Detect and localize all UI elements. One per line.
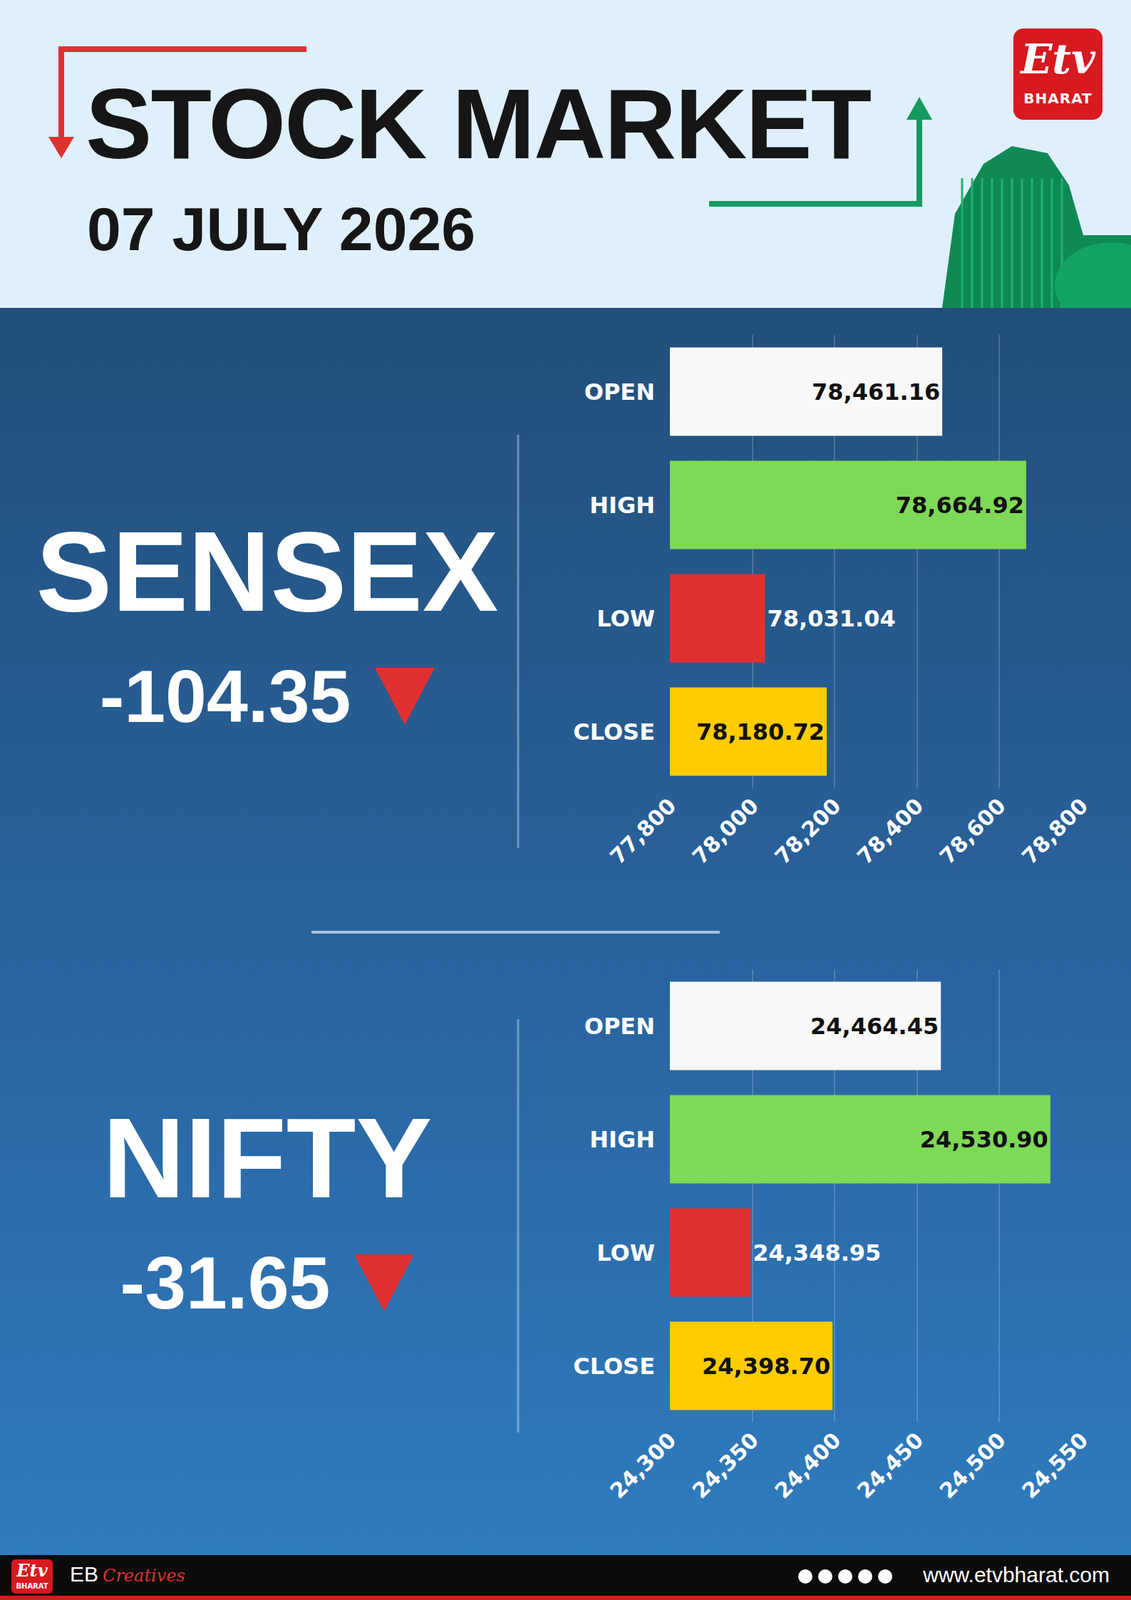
svg-text:24,348.95: 24,348.95: [752, 1239, 881, 1267]
svg-text:78,461.16: 78,461.16: [811, 378, 941, 406]
svg-text:24,550: 24,550: [1016, 1427, 1094, 1504]
svg-text:HIGH: HIGH: [589, 1126, 655, 1154]
html-text:Etv: Etv: [1020, 34, 1096, 84]
svg-text:24,300: 24,300: [605, 1427, 682, 1504]
html-text:BHARAT: BHARAT: [15, 1582, 49, 1590]
svg-text:24,464.45: 24,464.45: [810, 1012, 939, 1040]
svg-text:CLOSE: CLOSE: [572, 718, 655, 746]
svg-text:24,530.90: 24,530.90: [920, 1126, 1049, 1154]
html-text:www.etvbharat.com: www.etvbharat.com: [923, 1562, 1110, 1587]
svg-text:78,031.04: 78,031.04: [767, 605, 896, 633]
svg-text:24,350: 24,350: [687, 1427, 764, 1504]
html-text:-104.35: -104.35: [99, 654, 351, 738]
html-text:07 JULY 2026: 07 JULY 2026: [86, 194, 476, 263]
svg-text:LOW: LOW: [596, 1239, 655, 1267]
svg-text:78,180.72: 78,180.72: [696, 718, 825, 746]
html-text:NIFTY: NIFTY: [102, 1093, 432, 1222]
svg-text:78,664.92: 78,664.92: [895, 491, 1025, 519]
svg-text:78,800: 78,800: [1016, 793, 1094, 870]
svg-text:78,000: 78,000: [687, 793, 764, 870]
svg-text:HIGH: HIGH: [589, 491, 655, 519]
svg-text:24,400: 24,400: [769, 1427, 846, 1504]
svg-text:LOW: LOW: [596, 605, 655, 633]
html-text:STOCK MARKET: STOCK MARKET: [85, 67, 871, 180]
svg-text:OPEN: OPEN: [584, 378, 655, 406]
html-text:Etv: Etv: [16, 1560, 48, 1581]
svg-text:24,398.70: 24,398.70: [701, 1352, 831, 1380]
html-text:BHARAT: BHARAT: [1023, 89, 1093, 107]
html-text:-31.65: -31.65: [120, 1241, 331, 1324]
svg-text:CLOSE: CLOSE: [572, 1352, 655, 1380]
svg-text:24,450: 24,450: [852, 1427, 929, 1504]
svg-text:OPEN: OPEN: [584, 1012, 655, 1040]
svg-text:78,200: 78,200: [769, 793, 846, 870]
svg-text:78,600: 78,600: [934, 793, 1011, 870]
svg-text:78,400: 78,400: [852, 793, 929, 870]
html-text:SENSEX: SENSEX: [35, 507, 499, 635]
html-text:EB Creatives: EB Creatives: [69, 1562, 186, 1586]
svg-text:77,800: 77,800: [605, 793, 682, 870]
svg-text:24,500: 24,500: [934, 1427, 1011, 1504]
